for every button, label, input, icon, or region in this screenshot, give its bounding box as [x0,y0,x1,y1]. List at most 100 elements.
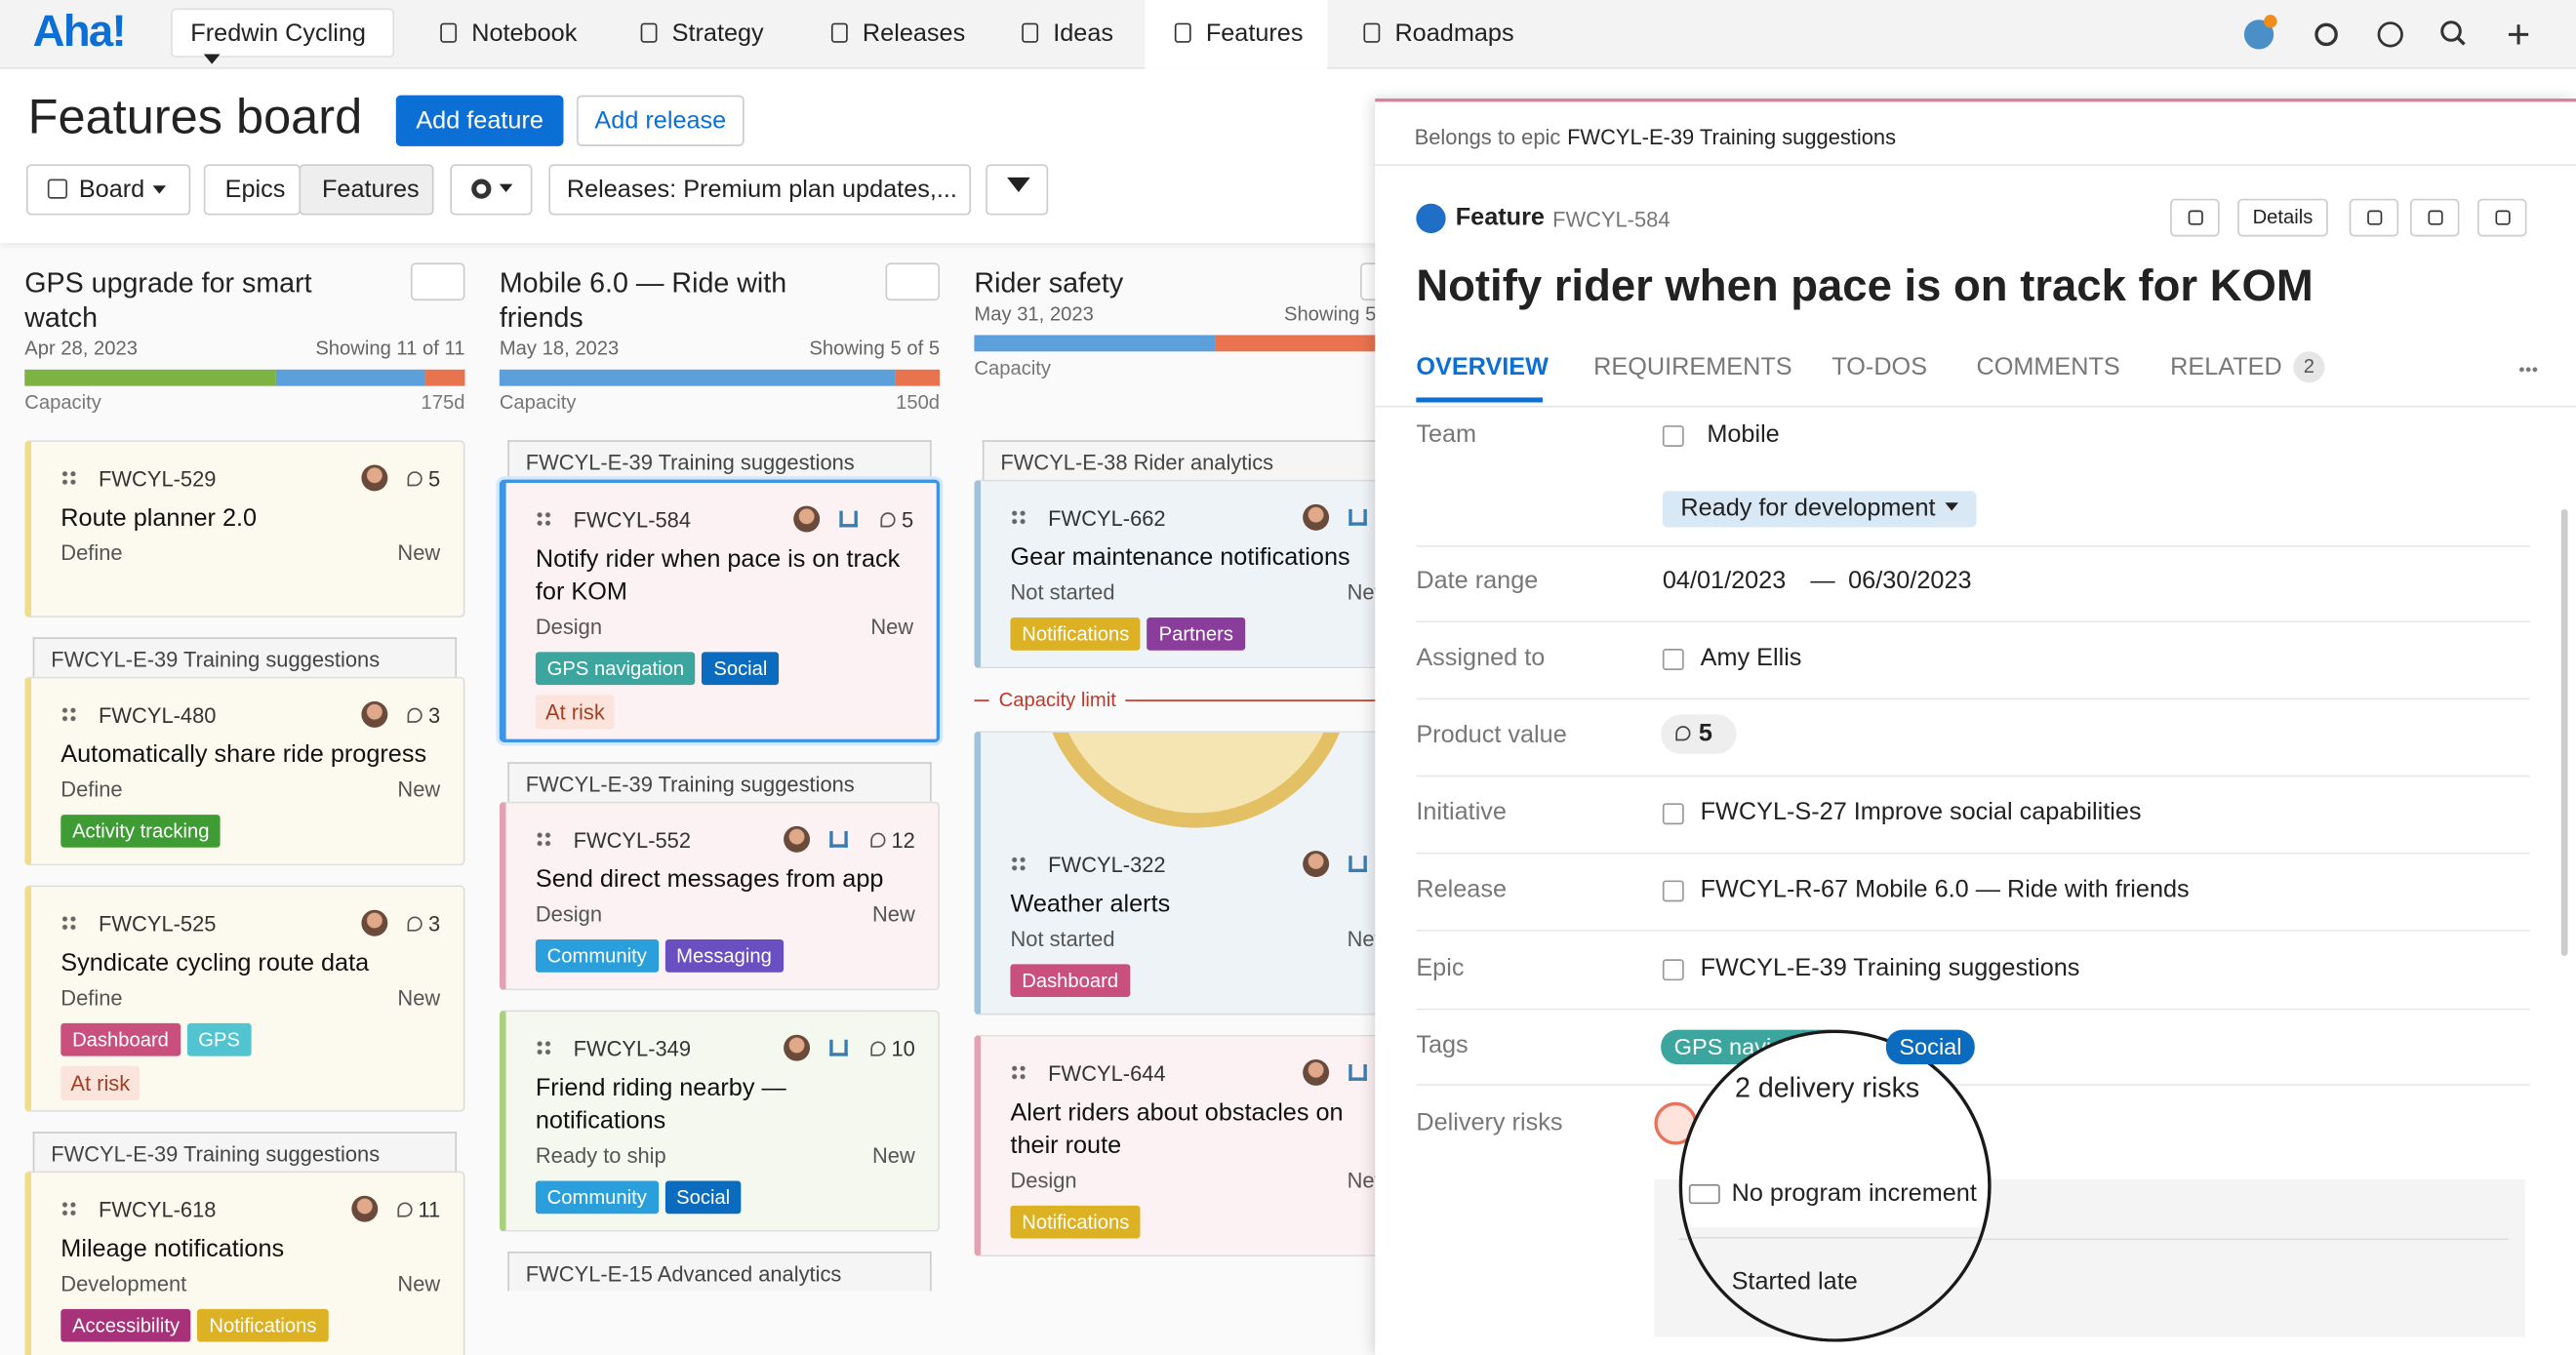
logo[interactable]: Aha! [32,6,127,57]
nav-label: Releases [862,20,966,48]
nav-icons[interactable] [2237,12,2550,58]
tab[interactable]: OVERVIEW [1416,352,1549,381]
tab[interactable]: RELATED [2170,352,2282,381]
feature-card[interactable]: FWCYL-644 Alert riders about obstacles on… [974,1034,1415,1257]
field-value: Mobile [1707,420,1780,449]
releases-filter[interactable]: Releases: Premium plan updates,... [548,164,972,216]
card-status: Design [1010,1168,1077,1193]
risk-badge: At risk [60,1065,141,1101]
feature-card[interactable]: FWCYL-349 10 Friend riding nearby — notifi… [499,1010,941,1232]
board-column: GPS upgrade for smart watch Apr 28, 2023 S… [24,262,465,1355]
card-status-row: Design New [536,901,915,926]
epic-group-header[interactable]: FWCYL-E-39 Training suggestions [32,637,458,677]
tab-underline [1416,397,1543,403]
card-status-row: Design New [1010,1168,1389,1192]
add-feature-button[interactable]: Add feature [395,95,564,146]
feature-card[interactable]: FWCYL-322 Weather alerts Not started New Das… [974,731,1415,1016]
epic-group-header[interactable]: FWCYL-E-39 Training suggestions [32,1132,458,1172]
caret [1945,502,1959,517]
tab[interactable]: COMMENTS [1976,352,2120,381]
card-tags: Notifications [1010,1205,1389,1245]
more-button[interactable] [2409,198,2460,237]
tab[interactable]: TO-DOS [1831,352,1928,381]
epic-group-header[interactable]: FWCYL-E-39 Training suggestions [507,762,932,802]
assignee-avatar [1303,851,1330,878]
nav-item[interactable]: Releases [830,20,966,48]
capacity-bar [24,369,465,386]
drag-handle [60,705,78,723]
filter-button[interactable] [986,164,1049,216]
drag-handle [60,1200,78,1217]
field-divider [1416,929,2530,932]
settings-menu[interactable] [450,164,533,216]
share-button[interactable] [2349,198,2399,237]
epic-group: FWCYL-E-39 Training suggestions FWCYL-552… [499,762,941,1232]
popup-title: 2 delivery risks [1734,1072,1920,1104]
back-button[interactable] [2170,198,2220,237]
field-value: FWCYL-S-27 Improve social capabilities [1700,798,2142,826]
drag-handle [1010,856,1027,873]
nav-item[interactable]: Strategy [640,20,764,48]
button-icon [2427,210,2442,225]
features-toggle[interactable]: Features [299,164,434,216]
nav-label: Ideas [1053,20,1114,48]
epic-group-header[interactable]: FWCYL-E-15 Advanced analytics [507,1251,932,1292]
page-title: Features board [27,90,363,145]
epic-group-cards: FWCYL-480 3 Automatically share ride progr… [24,676,465,1112]
field-label: Date range [1416,566,1539,595]
capacity-segment [275,369,425,386]
tag: Dashboard [1010,964,1130,997]
nav-item[interactable]: Ideas [1022,20,1113,48]
button-icon [2366,210,2382,225]
column-meta: May 18, 2023 Showing 5 of 5 [500,337,940,360]
add-release-button[interactable]: Add release [576,95,745,146]
assignee-avatar [783,825,810,853]
view-select[interactable]: Board [25,164,191,216]
capacity-segment [499,369,896,386]
nav-item[interactable]: Features [1174,20,1303,48]
close-button[interactable] [2476,198,2527,237]
card-status: Define [60,539,123,566]
epics-toggle[interactable]: Epics [203,164,302,216]
details-button[interactable]: Details [2237,198,2328,237]
help-icon[interactable] [2377,21,2403,48]
feature-card[interactable]: FWCYL-584 5 Notify rider when pace is on t… [499,479,941,743]
epic-group-header[interactable]: FWCYL-E-39 Training suggestions [507,440,932,480]
card-status-row: Not started New [1010,579,1389,604]
feature-card[interactable]: FWCYL-618 11 Mileage notifications Developm… [24,1171,465,1355]
tab-more[interactable] [2518,366,2539,374]
card-top-row: FWCYL-529 5 [60,461,440,495]
user-avatar[interactable] [2243,20,2274,50]
status-text: Ready for development [1680,494,1936,523]
status-pill[interactable]: Ready for development [1662,491,1977,528]
score-icon [880,511,896,527]
risk-icon-increment [1688,1183,1720,1205]
drag-handle [535,1039,552,1056]
limit-line [1125,698,1415,701]
feature-card[interactable]: FWCYL-480 3 Automatically share ride progr… [24,676,465,866]
settings-icon[interactable] [2314,22,2338,47]
assignee-avatar [361,700,387,728]
feature-card[interactable]: FWCYL-525 3 Syndicate cycling route data De… [24,885,465,1112]
card-top-row: FWCYL-618 11 [60,1192,440,1225]
card-top-row: FWCYL-349 10 [535,1031,915,1064]
card-id: FWCYL-322 [1048,851,1166,877]
capacity-row: Capacity [974,356,1414,379]
feature-card[interactable]: FWCYL-529 5 Route planner 2.0 Define New [24,440,465,618]
feature-card[interactable]: FWCYL-552 12 Send direct messages from app… [499,801,941,991]
nav-item[interactable]: Roadmaps [1363,20,1514,48]
search-icon[interactable] [2440,20,2462,42]
feature-card[interactable]: FWCYL-662 Gear maintenance notifications N… [974,479,1415,669]
workspace-select[interactable]: Fredwin Cycling [171,8,395,64]
column-menu[interactable] [885,262,941,301]
add-icon[interactable] [2508,24,2529,45]
card-top-row: FWCYL-525 3 [60,906,440,939]
detail-tag[interactable]: Social [1885,1029,1976,1065]
nav-item[interactable]: Notebook [440,20,577,48]
nav-icon [640,22,658,43]
tab[interactable]: REQUIREMENTS [1593,352,1792,381]
capacity-segment [974,335,1217,352]
epic-link[interactable]: FWCYL-E-39 Training suggestions [1567,124,1897,150]
column-menu[interactable] [410,262,465,301]
epic-group-header[interactable]: FWCYL-E-38 Rider analytics [982,440,1407,480]
